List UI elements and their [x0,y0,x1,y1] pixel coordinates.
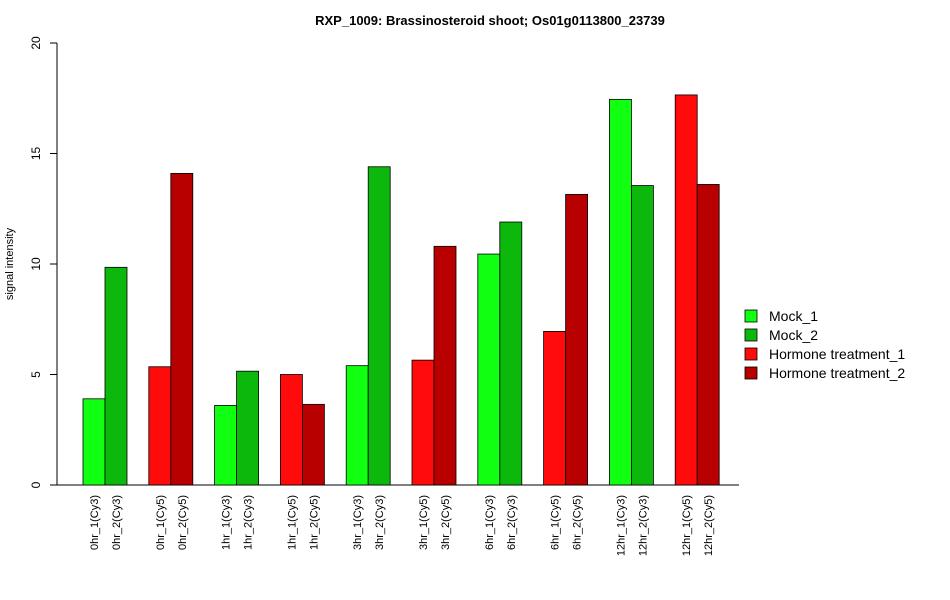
bar [82,398,106,486]
y-tick-label: 15 [29,147,43,161]
legend-label: Hormone treatment_1 [769,346,905,362]
bar [543,331,566,486]
bar [674,94,698,486]
x-tick-label: 1hr_1(Cy5) [286,495,298,550]
x-tick-label: 6hr_1(Cy3) [484,495,496,550]
x-tick-label: 12hr_2(Cy5) [703,495,715,556]
x-tick-label: 1hr_1(Cy3) [221,495,233,550]
legend-label: Mock_1 [769,308,818,324]
bar [477,253,501,486]
x-tick-label: 0hr_2(Cy3) [111,495,123,550]
bar [411,359,435,486]
x-tick-label: 6hr_1(Cy5) [550,495,562,550]
legend: Mock_1 Mock_2 Hormone treatment_1 Hormone t… [744,308,905,381]
bar [696,184,720,486]
y-tick-label: 5 [29,371,43,378]
legend-label: Hormone treatment_2 [769,365,905,381]
bar [104,266,128,486]
y-tick-label: 20 [29,36,43,50]
x-tick-label: 6hr_2(Cy5) [572,495,584,550]
legend-label: Mock_2 [769,327,818,343]
bar [499,221,523,486]
legend-swatch [744,328,758,342]
bar [367,166,391,486]
bar [148,366,172,486]
x-tick-label: 1hr_2(Cy5) [308,495,320,550]
bar [565,193,588,486]
chart-title: RXP_1009: Brassinosteroid shoot; Os01g01… [315,13,665,28]
bar [214,405,238,486]
x-tick-label: 0hr_1(Cy5) [155,495,167,550]
bar [609,98,632,486]
x-tick-label: 3hr_2(Cy5) [440,495,452,550]
bar [345,365,369,486]
bar [279,374,303,486]
legend-swatch [744,366,758,380]
bar [170,172,194,486]
bar [301,403,325,486]
x-tick-label: 12hr_2(Cy3) [637,495,649,556]
bar [433,245,457,486]
bar [631,185,654,486]
x-tick-label: 3hr_1(Cy3) [352,495,364,550]
bar [236,370,260,486]
y-axis: 0 5 10 15 20 [29,36,57,488]
x-tick-label: 12hr_1(Cy5) [681,495,693,556]
y-axis-label: signal intensity [4,227,16,300]
legend-swatch [744,347,758,361]
x-tick-label: 3hr_1(Cy5) [418,495,430,550]
x-tick-label: 0hr_1(Cy3) [89,495,101,550]
x-tick-label: 12hr_1(Cy3) [615,495,627,556]
y-tick-label: 0 [29,481,43,488]
y-tick-label: 10 [29,257,43,271]
x-tick-label: 3hr_2(Cy3) [374,495,386,550]
x-tick-label: 0hr_2(Cy5) [177,495,189,550]
bars-group [82,94,720,486]
legend-swatch [744,309,758,323]
x-axis-labels: 0hr_1(Cy3) 0hr_2(Cy3) 0hr_1(Cy5) 0hr_2(Cy5)… [89,495,715,556]
x-tick-label: 1hr_2(Cy3) [243,495,255,550]
x-tick-label: 6hr_2(Cy3) [506,495,518,550]
